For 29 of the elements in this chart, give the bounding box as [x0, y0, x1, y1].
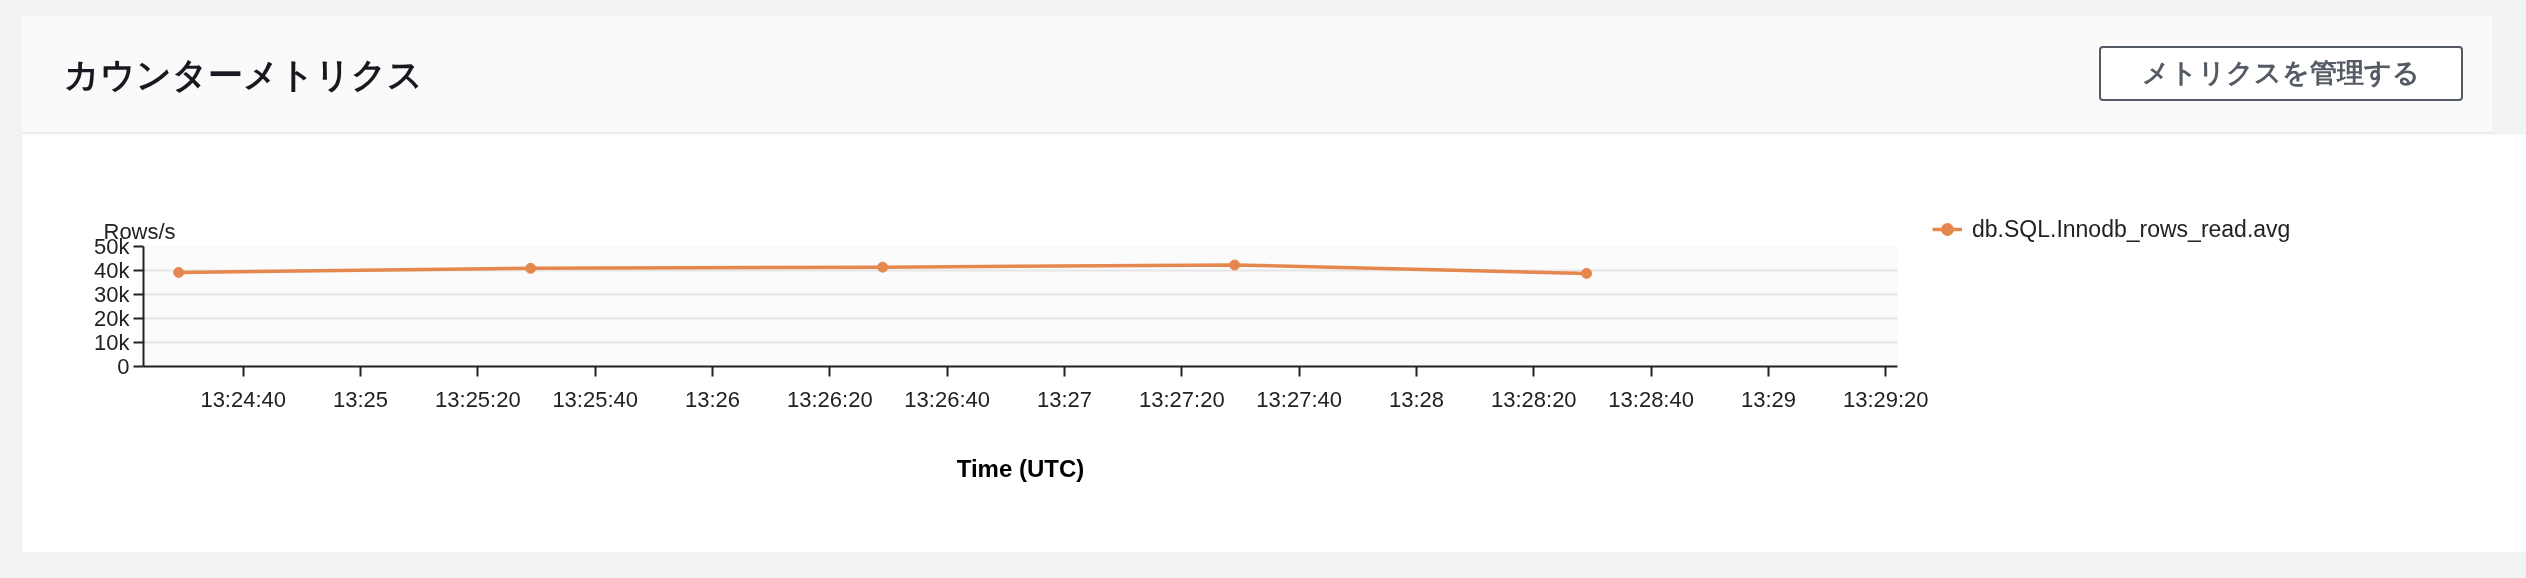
x-tick-label: 13:28:20	[1490, 386, 1577, 412]
y-tick-label: 30k	[94, 282, 131, 307]
x-tick-label: 13:26:20	[787, 386, 873, 412]
chart-title: カウンターメトリクス	[64, 54, 423, 97]
point	[173, 266, 185, 278]
x-tick-label: 13:29	[1740, 386, 1796, 412]
x-tick-label: 13:26:40	[904, 386, 990, 412]
point	[1581, 267, 1593, 279]
y-tick-label: 20k	[94, 306, 131, 331]
x-tick-label: 13:26	[684, 386, 741, 412]
x-axis-title: Time (UTC)	[956, 454, 1085, 482]
text: メトリクスを管理する	[2099, 46, 2463, 101]
legend-label: db.SQL.Innodb_rows_read.avg	[1972, 215, 2291, 243]
x-tick-label: 13:28:40	[1608, 386, 1694, 412]
x-tick-label: 13:27:20	[1139, 386, 1225, 412]
y-tick-label: 0	[117, 354, 130, 379]
x-tick-label: 13:25	[333, 386, 389, 412]
point	[525, 262, 537, 274]
x-tick-label: 13:27	[1036, 386, 1093, 412]
x-tick-label: 13:25:20	[435, 386, 521, 412]
x-tick-label: 13:25:40	[552, 386, 639, 412]
y-tick-label: 40k	[94, 258, 131, 283]
x-tick-label: 13:27:40	[1256, 386, 1342, 412]
x-tick-label: 13:24:40	[200, 386, 287, 412]
y-tick-label: 10k	[94, 330, 131, 355]
x-tick-label: 13:29:20	[1842, 386, 1929, 412]
point	[1229, 259, 1241, 271]
x-tick-label: 13:28	[1388, 386, 1445, 412]
point	[877, 261, 889, 273]
